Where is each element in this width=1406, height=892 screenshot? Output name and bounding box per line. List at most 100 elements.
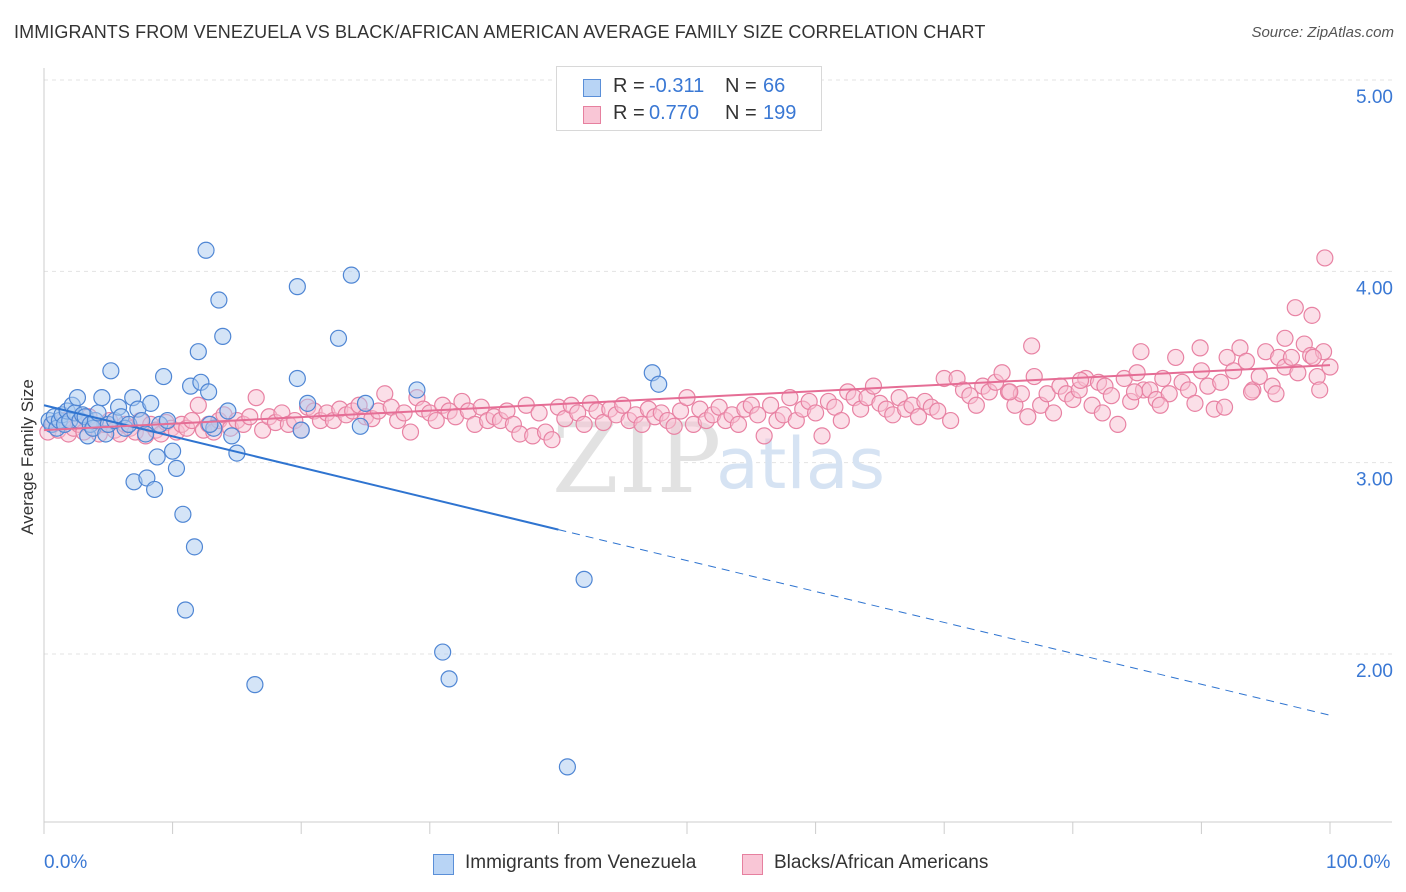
point-blacks-83 <box>530 404 548 422</box>
y-tick-label-1: 3.00 <box>1356 470 1393 491</box>
point-blacks-218 <box>1132 343 1150 361</box>
point-blacks-126 <box>806 404 825 422</box>
point-blacks-215 <box>1311 381 1329 399</box>
point-blacks-122 <box>781 389 799 407</box>
point-blacks-159 <box>1019 408 1037 426</box>
point-blacks-117 <box>749 406 767 424</box>
legend-swatch-blacks <box>742 854 763 875</box>
point-blacks-130 <box>832 411 850 430</box>
point-blacks-155 <box>993 364 1011 382</box>
point-venezuela-54 <box>219 402 237 420</box>
point-venezuela-62 <box>299 394 317 412</box>
point-blacks-212 <box>1242 383 1261 401</box>
point-venezuela-39 <box>154 367 173 386</box>
point-venezuela-41 <box>164 442 182 460</box>
point-blacks-206 <box>1321 358 1339 376</box>
point-venezuela-50 <box>200 383 218 401</box>
point-blacks-145 <box>929 402 947 420</box>
point-venezuela-63 <box>329 329 348 347</box>
r-label: R = <box>613 75 645 97</box>
point-venezuela-49 <box>197 241 215 259</box>
point-venezuela-60 <box>288 369 306 388</box>
point-venezuela-55 <box>223 427 241 445</box>
point-blacks-135 <box>864 377 883 395</box>
point-venezuela-64 <box>342 266 360 284</box>
point-venezuela-59 <box>288 278 306 296</box>
point-blacks-211 <box>1303 306 1321 324</box>
point-blacks-173 <box>1109 415 1127 433</box>
point-venezuela-46 <box>185 538 204 556</box>
point-blacks-217 <box>1151 396 1169 414</box>
point-blacks-114 <box>729 415 748 433</box>
point-venezuela-44 <box>176 601 195 619</box>
point-venezuela-67 <box>408 381 426 399</box>
point-blacks-163 <box>1044 404 1063 422</box>
point-blacks-90 <box>575 415 593 433</box>
chart-title: IMMIGRANTS FROM VENEZUELA VS BLACK/AFRIC… <box>14 22 986 42</box>
point-blacks-39 <box>247 389 265 407</box>
legend-swatch-venezuela <box>433 854 454 875</box>
y-tick-label-2: 4.00 <box>1356 278 1393 299</box>
legend-label-venezuela: Immigrants from Venezuela <box>465 852 697 873</box>
r-label: R = <box>613 102 645 124</box>
point-venezuela-69 <box>440 670 458 688</box>
point-blacks-63 <box>401 423 420 441</box>
point-venezuela-37 <box>148 448 166 466</box>
point-blacks-104 <box>665 417 683 435</box>
point-blacks-221 <box>1071 371 1090 389</box>
point-venezuela-65 <box>351 417 369 435</box>
point-venezuela-36 <box>145 480 164 499</box>
point-blacks-172 <box>1102 387 1120 405</box>
point-blacks-219 <box>1125 383 1144 401</box>
point-venezuela-66 <box>356 394 375 412</box>
point-venezuela-68 <box>434 643 452 661</box>
point-blacks-142 <box>909 408 928 426</box>
point-blacks-147 <box>942 411 960 430</box>
trend-blacks <box>43 364 1331 432</box>
point-blacks-220 <box>1093 404 1111 422</box>
point-blacks-223 <box>1001 383 1019 401</box>
point-blacks-28 <box>183 411 201 430</box>
series-blacks-points <box>39 249 1339 449</box>
point-venezuela-52 <box>210 291 228 309</box>
y-tick-label-3: 5.00 <box>1356 87 1393 108</box>
trend-lines <box>43 364 1331 716</box>
point-blacks-162 <box>1038 385 1056 403</box>
correlation-stats-box: R = -0.311 N = 66 R = 0.770 N = 199 <box>556 66 822 131</box>
point-venezuela-73 <box>575 570 593 588</box>
point-venezuela-53 <box>214 327 232 345</box>
point-blacks-201 <box>1289 364 1307 382</box>
point-blacks-222 <box>1023 337 1041 355</box>
point-venezuela-11 <box>68 389 87 407</box>
y-tick-labels: 2.00 3.00 4.00 5.00 <box>1356 87 1393 682</box>
point-blacks-193 <box>1237 352 1256 370</box>
n-value-blacks: 199 <box>763 102 797 124</box>
n-value-venezuela: 66 <box>763 75 786 97</box>
point-blacks-214 <box>1276 329 1294 347</box>
series-venezuela-points <box>40 241 668 776</box>
point-blacks-207 <box>1267 385 1285 403</box>
axes <box>43 68 1392 834</box>
x-tick-label-min: 0.0% <box>44 852 88 873</box>
point-blacks-99 <box>633 415 651 433</box>
y-tick-label-0: 2.00 <box>1356 661 1393 682</box>
point-venezuela-72 <box>650 375 668 393</box>
point-blacks-67 <box>427 411 445 430</box>
point-blacks-216 <box>1191 339 1209 357</box>
n-label: N = <box>725 75 757 97</box>
point-blacks-176 <box>1128 364 1146 382</box>
point-venezuela-58 <box>246 676 264 694</box>
point-blacks-38 <box>241 408 259 426</box>
point-venezuela-57 <box>201 415 219 433</box>
gridlines <box>44 79 1392 655</box>
r-value-blacks: 0.770 <box>649 102 700 124</box>
point-blacks-185 <box>1186 394 1204 412</box>
point-blacks-151 <box>967 396 985 414</box>
point-blacks-29 <box>189 396 207 414</box>
point-blacks-200 <box>1282 348 1301 367</box>
stats-swatch-blacks <box>583 106 601 124</box>
stats-swatch-venezuela <box>583 79 601 97</box>
point-venezuela-40 <box>158 411 177 430</box>
y-axis-label: Average Family Size <box>18 379 37 535</box>
